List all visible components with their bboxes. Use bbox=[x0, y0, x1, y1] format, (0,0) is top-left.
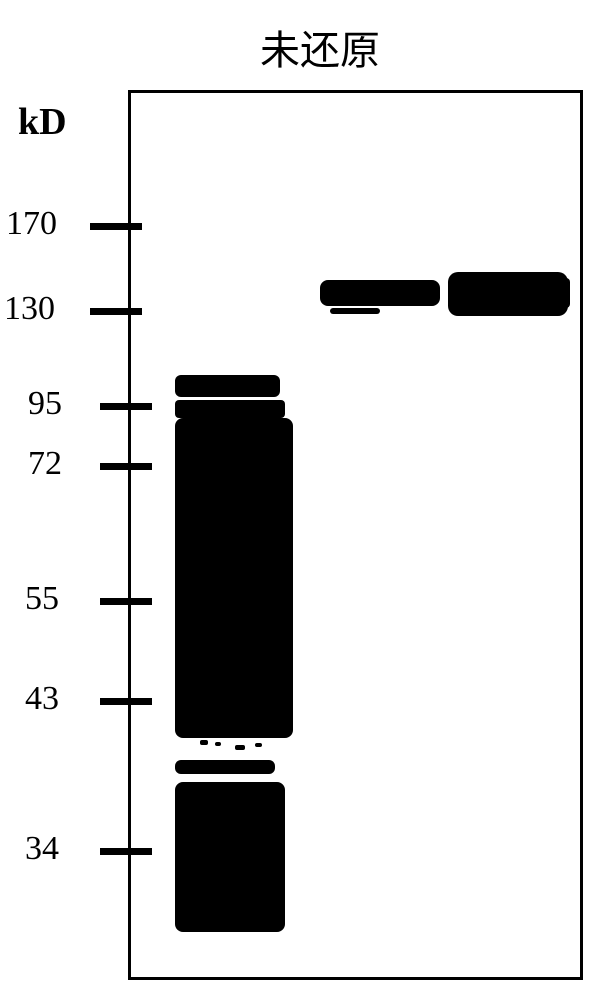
lane3-band-0 bbox=[448, 272, 568, 316]
lane1-segment-0 bbox=[175, 375, 280, 397]
lane1-segment-4 bbox=[175, 782, 285, 932]
mw-label-72: 72 bbox=[28, 445, 62, 483]
mw-label-43: 43 bbox=[25, 680, 59, 718]
mw-tick-72 bbox=[100, 463, 152, 470]
mw-label-55: 55 bbox=[25, 580, 59, 618]
lane1-speckle-2 bbox=[235, 745, 245, 750]
mw-tick-95 bbox=[100, 403, 152, 410]
mw-tick-34 bbox=[100, 848, 152, 855]
mw-tick-55 bbox=[100, 598, 152, 605]
mw-tick-130 bbox=[90, 308, 142, 315]
lane2-band-0 bbox=[320, 280, 440, 306]
lane2-band-1 bbox=[330, 308, 380, 314]
lane1-segment-1 bbox=[175, 400, 285, 418]
mw-tick-43 bbox=[100, 698, 152, 705]
mw-label-170: 170 bbox=[6, 205, 57, 243]
lane1-segment-3 bbox=[175, 760, 275, 774]
lane1-speckle-0 bbox=[200, 740, 208, 745]
mw-label-95: 95 bbox=[28, 385, 62, 423]
unit-label: kD bbox=[18, 100, 67, 144]
lane1-speckle-3 bbox=[255, 743, 262, 747]
gel-title: 未还原 bbox=[260, 18, 380, 76]
lane3-band-1 bbox=[560, 278, 570, 308]
mw-label-130: 130 bbox=[4, 290, 55, 328]
mw-tick-170 bbox=[90, 223, 142, 230]
lane1-segment-2 bbox=[175, 418, 293, 738]
lane1-speckle-1 bbox=[215, 742, 221, 746]
mw-label-34: 34 bbox=[25, 830, 59, 868]
